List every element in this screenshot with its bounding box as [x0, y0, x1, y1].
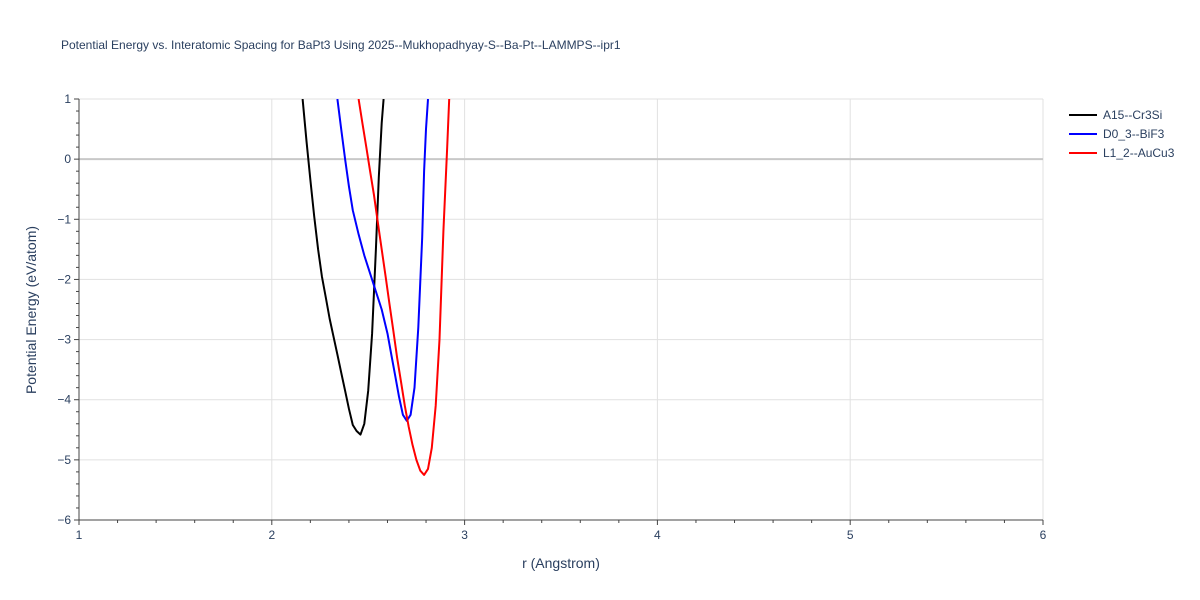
legend-label: L1_2--AuCu3 [1103, 146, 1175, 160]
legend-label: A15--Cr3Si [1103, 108, 1162, 122]
y-gridlines [79, 98, 1043, 461]
x-tick-label: 1 [76, 528, 83, 542]
y-axis-title: Potential Energy (eV/atom) [23, 226, 39, 394]
legend-item[interactable]: D0_3--BiF3 [1069, 127, 1165, 141]
x-tick-label: 6 [1040, 528, 1047, 542]
y-axis-ticks: 1 0 −1 −2 −3 −4 −5 −6 [57, 92, 79, 527]
x-tick-label: 3 [461, 528, 468, 542]
legend: A15--Cr3Si D0_3--BiF3 L1_2--AuCu3 [1069, 108, 1175, 160]
x-tick-label: 4 [654, 528, 661, 542]
chart-title: Potential Energy vs. Interatomic Spacing… [61, 38, 621, 52]
y-tick-label: −4 [57, 393, 71, 407]
series-line-2 [336, 99, 429, 422]
legend-item[interactable]: L1_2--AuCu3 [1069, 146, 1175, 160]
y-tick-label: −5 [57, 453, 71, 467]
y-tick-label: −1 [57, 212, 71, 226]
y-tick-label: −3 [57, 333, 71, 347]
y-tick-label: 0 [64, 152, 71, 166]
series-layer [301, 99, 451, 476]
y-tick-label: 1 [64, 92, 71, 106]
x-tick-label: 2 [268, 528, 275, 542]
plot-area [78, 98, 1044, 521]
axes [78, 99, 1043, 521]
series-line-1 [301, 99, 385, 436]
y-tick-label: −6 [57, 513, 71, 527]
series-line-3 [357, 99, 451, 476]
legend-item[interactable]: A15--Cr3Si [1069, 108, 1162, 122]
x-axis-ticks: 1 2 3 4 5 6 [76, 520, 1047, 542]
legend-label: D0_3--BiF3 [1103, 127, 1165, 141]
x-tick-label: 5 [847, 528, 854, 542]
x-axis-title: r (Angstrom) [522, 555, 600, 571]
y-tick-label: −2 [57, 272, 71, 286]
x-gridlines [271, 99, 1044, 520]
